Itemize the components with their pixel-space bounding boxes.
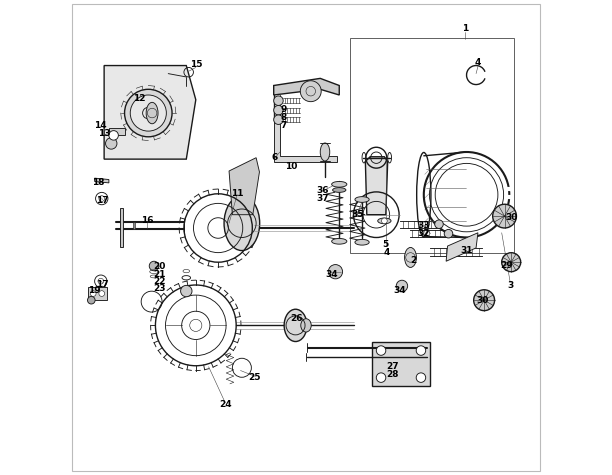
Text: 32: 32 bbox=[417, 229, 430, 238]
Polygon shape bbox=[446, 233, 478, 261]
Text: 21: 21 bbox=[154, 270, 166, 279]
Text: 6: 6 bbox=[272, 153, 278, 162]
Text: 7: 7 bbox=[280, 122, 286, 130]
Ellipse shape bbox=[146, 103, 158, 124]
Text: 30: 30 bbox=[477, 296, 489, 304]
Circle shape bbox=[130, 95, 166, 131]
Text: 28: 28 bbox=[386, 370, 398, 379]
Polygon shape bbox=[365, 157, 387, 215]
Polygon shape bbox=[274, 120, 337, 162]
Text: 12: 12 bbox=[133, 95, 145, 103]
Text: 27: 27 bbox=[386, 362, 399, 371]
Polygon shape bbox=[104, 66, 196, 159]
Circle shape bbox=[181, 285, 192, 297]
Circle shape bbox=[125, 89, 172, 137]
Polygon shape bbox=[229, 158, 259, 215]
Circle shape bbox=[300, 81, 321, 102]
Circle shape bbox=[396, 280, 408, 292]
Text: 5: 5 bbox=[382, 240, 389, 249]
Text: 16: 16 bbox=[141, 217, 153, 225]
Ellipse shape bbox=[300, 319, 312, 332]
Circle shape bbox=[502, 253, 521, 272]
Ellipse shape bbox=[332, 188, 346, 192]
Polygon shape bbox=[109, 128, 125, 143]
Circle shape bbox=[376, 373, 386, 382]
Text: 4: 4 bbox=[384, 248, 390, 257]
Text: 31: 31 bbox=[460, 247, 473, 255]
Text: 8: 8 bbox=[280, 114, 286, 122]
Circle shape bbox=[105, 138, 117, 149]
Ellipse shape bbox=[405, 247, 416, 267]
Ellipse shape bbox=[224, 196, 259, 251]
Text: 23: 23 bbox=[154, 285, 166, 293]
Text: 33: 33 bbox=[417, 221, 430, 230]
Polygon shape bbox=[88, 287, 108, 300]
Text: 30: 30 bbox=[505, 213, 517, 222]
Text: 24: 24 bbox=[219, 400, 231, 409]
Ellipse shape bbox=[332, 238, 347, 244]
Text: 34: 34 bbox=[394, 286, 406, 295]
Ellipse shape bbox=[284, 309, 307, 342]
Circle shape bbox=[376, 346, 386, 355]
Ellipse shape bbox=[355, 197, 369, 202]
Text: 37: 37 bbox=[316, 194, 329, 203]
Text: 2: 2 bbox=[410, 256, 417, 265]
Ellipse shape bbox=[378, 218, 391, 224]
Text: 4: 4 bbox=[475, 58, 481, 67]
Text: 17: 17 bbox=[96, 196, 109, 205]
Text: 9: 9 bbox=[280, 105, 286, 114]
Text: 29: 29 bbox=[500, 261, 513, 269]
Text: 20: 20 bbox=[154, 263, 166, 271]
Text: 35: 35 bbox=[351, 210, 364, 219]
Circle shape bbox=[274, 105, 283, 115]
Text: 1: 1 bbox=[462, 24, 468, 33]
Text: 36: 36 bbox=[316, 187, 329, 195]
Text: 13: 13 bbox=[98, 130, 110, 138]
Text: 15: 15 bbox=[190, 60, 202, 68]
Circle shape bbox=[474, 290, 494, 311]
Bar bbox=[133, 222, 135, 229]
Circle shape bbox=[435, 220, 443, 228]
Text: 19: 19 bbox=[88, 286, 101, 295]
Text: 3: 3 bbox=[507, 281, 513, 289]
Circle shape bbox=[381, 218, 387, 224]
Circle shape bbox=[88, 296, 95, 304]
Circle shape bbox=[91, 291, 96, 296]
Text: 14: 14 bbox=[94, 122, 107, 130]
Ellipse shape bbox=[332, 181, 347, 187]
Text: 25: 25 bbox=[248, 373, 261, 382]
Circle shape bbox=[274, 115, 283, 124]
Text: 34: 34 bbox=[326, 270, 338, 279]
Text: 11: 11 bbox=[231, 190, 244, 198]
Text: 26: 26 bbox=[290, 314, 303, 323]
Ellipse shape bbox=[320, 143, 330, 161]
Text: 10: 10 bbox=[285, 162, 297, 171]
Circle shape bbox=[416, 373, 426, 382]
Circle shape bbox=[328, 265, 343, 279]
Text: 22: 22 bbox=[154, 277, 166, 285]
Circle shape bbox=[493, 204, 517, 228]
Text: 17: 17 bbox=[96, 280, 109, 288]
Circle shape bbox=[109, 131, 118, 140]
Polygon shape bbox=[95, 178, 109, 183]
Circle shape bbox=[444, 229, 453, 238]
Circle shape bbox=[149, 261, 159, 271]
Circle shape bbox=[274, 96, 283, 105]
Text: 18: 18 bbox=[92, 179, 104, 187]
Ellipse shape bbox=[355, 239, 369, 245]
Circle shape bbox=[416, 346, 426, 355]
Polygon shape bbox=[371, 342, 430, 386]
Circle shape bbox=[99, 291, 105, 296]
Bar bbox=[120, 208, 123, 247]
Polygon shape bbox=[274, 78, 339, 95]
Bar bbox=[349, 38, 513, 253]
